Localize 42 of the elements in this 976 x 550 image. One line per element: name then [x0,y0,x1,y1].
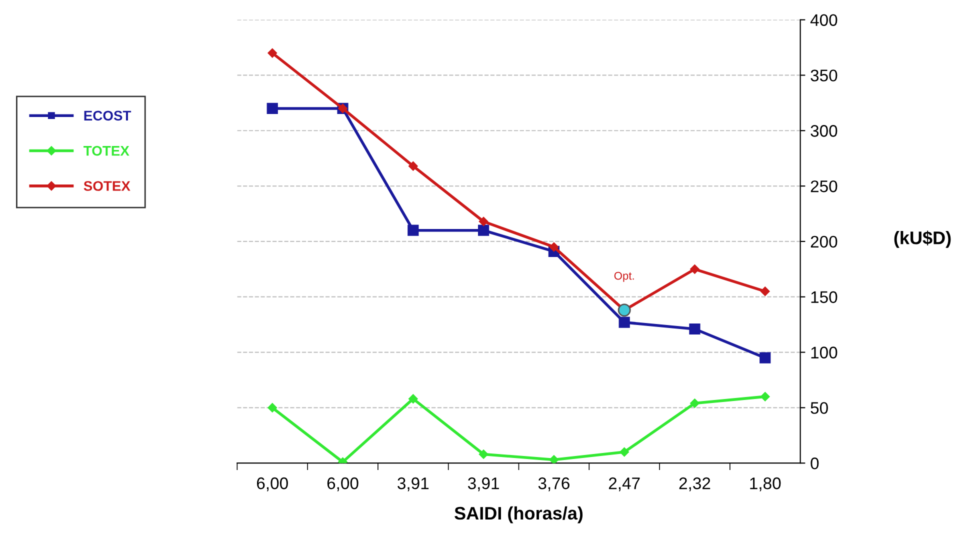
point [618,316,630,328]
x-tick-label: 2,47 [608,477,640,492]
point [620,447,629,457]
x-tick-label: 1,80 [750,477,781,492]
x-tick-label: 3,76 [538,477,570,492]
y-tick-label: 100 [811,346,838,358]
y-tick-label: 250 [810,180,838,192]
legend-label: ECOST [84,110,132,121]
point [689,323,700,335]
y-tick-label: 150 [811,291,838,304]
point [268,48,277,58]
annotation: Opt. [614,272,634,282]
y-tick-label: 0 [810,458,819,470]
point [478,216,488,226]
point [760,352,771,364]
point [549,455,559,464]
legend-label: TOTEX [84,146,130,156]
y-tick-label: 400 [810,14,838,26]
y-tick-label: 300 [810,125,838,137]
point [408,394,418,404]
point [268,403,277,412]
x-tick-label: 2,32 [679,477,710,492]
y-axis-title: (kU$D) [894,230,951,248]
point [690,264,700,274]
point [690,398,700,408]
point [760,392,770,402]
point [408,224,419,236]
point [478,224,490,236]
point [408,161,418,171]
point [760,286,770,296]
x-tick-label: 6,00 [256,477,288,492]
x-tick-label: 3,91 [468,477,499,492]
x-tick-label: 6,00 [327,477,358,492]
y-tick-label: 350 [810,70,838,82]
point [478,450,488,459]
y-tick-label: 200 [810,236,838,248]
point [549,242,559,252]
y-tick-label: 50 [810,402,828,414]
x-axis-title: SAIDI (horas/a) [454,506,583,524]
x-tick-label: 3,91 [398,477,429,492]
legend-label: SOTEX [84,181,130,191]
point [266,102,278,114]
